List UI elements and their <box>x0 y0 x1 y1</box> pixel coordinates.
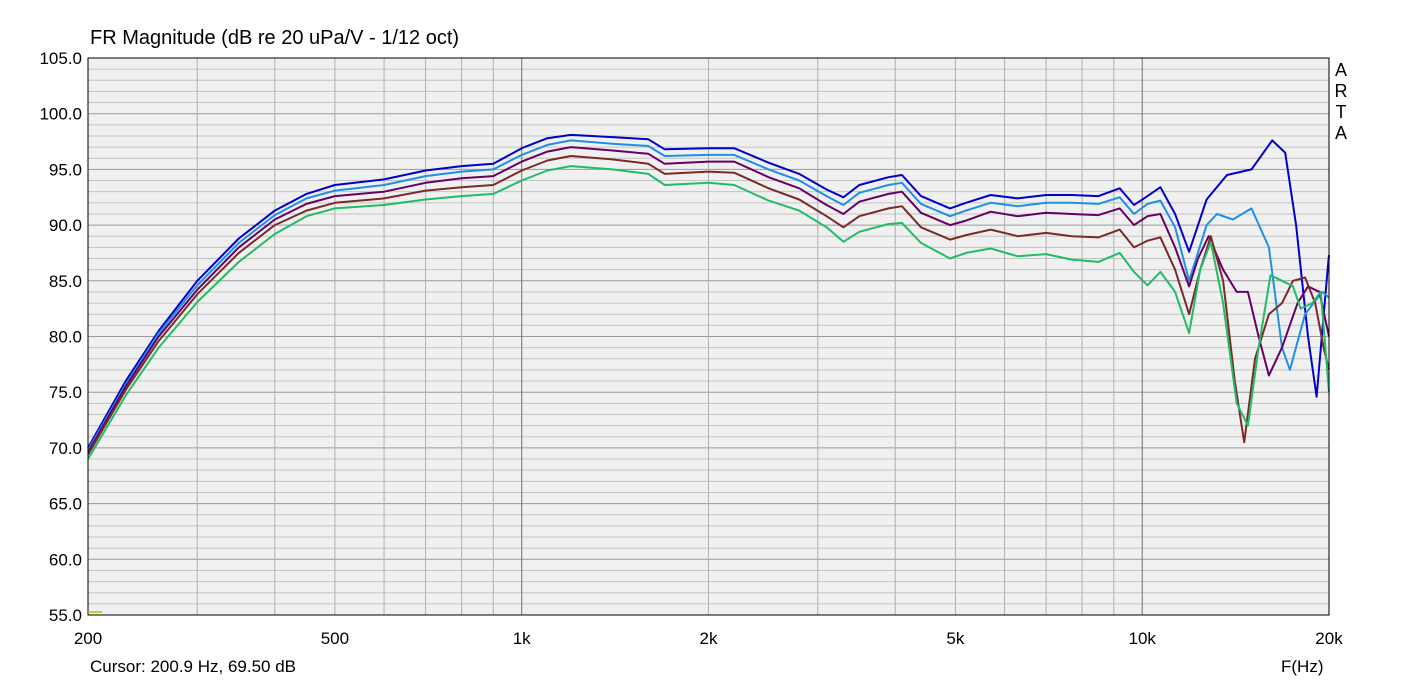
series-line-3 <box>87 146 1330 453</box>
x-tick-label: 10k <box>1129 629 1157 648</box>
watermark-letter: R <box>1334 81 1348 101</box>
y-axis-ticks: 105.0 100.0 95.0 90.0 85.0 80.0 75.0 70.0 65.0 60… <box>39 49 82 625</box>
x-axis-label: F(Hz) <box>1281 657 1324 676</box>
chart-title: FR Magnitude (dB re 20 uPa/V - 1/12 oct) <box>90 27 460 49</box>
y-tick-label: 70.0 <box>49 439 82 458</box>
x-tick-label: 1k <box>513 629 531 648</box>
series-layer <box>87 133 1330 460</box>
x-tick-label: 20k <box>1315 629 1343 648</box>
y-tick-label: 65.0 <box>49 495 82 514</box>
y-tick-label: 75.0 <box>49 383 82 402</box>
x-axis-ticks: 200 500 1k 2k 5k 10k 20k <box>74 629 1343 648</box>
x-tick-label: 5k <box>946 629 964 648</box>
series-line-5 <box>87 165 1330 460</box>
series-line-1 <box>87 133 1330 449</box>
y-tick-label: 55.0 <box>49 606 82 625</box>
series-line-4 <box>87 155 1330 456</box>
cursor-readout: Cursor: 200.9 Hz, 69.50 dB <box>90 657 297 676</box>
watermark-letter: A <box>1334 123 1347 143</box>
watermark-letter: A <box>1334 60 1347 80</box>
arta-watermark: A R T A <box>1333 60 1349 144</box>
y-tick-label: 105.0 <box>39 49 82 68</box>
y-tick-label: 80.0 <box>49 328 82 347</box>
plot-frame <box>87 57 1330 616</box>
x-tick-label: 200 <box>74 629 102 648</box>
series-line-2 <box>87 139 1330 451</box>
x-tick-label: 500 <box>321 629 349 648</box>
watermark-letter: T <box>1335 102 1347 122</box>
y-tick-label: 90.0 <box>49 216 82 235</box>
x-tick-label: 2k <box>700 629 718 648</box>
y-tick-label: 95.0 <box>49 160 82 179</box>
y-tick-label: 60.0 <box>49 550 82 569</box>
y-tick-label: 85.0 <box>49 272 82 291</box>
y-tick-label: 100.0 <box>39 105 82 124</box>
